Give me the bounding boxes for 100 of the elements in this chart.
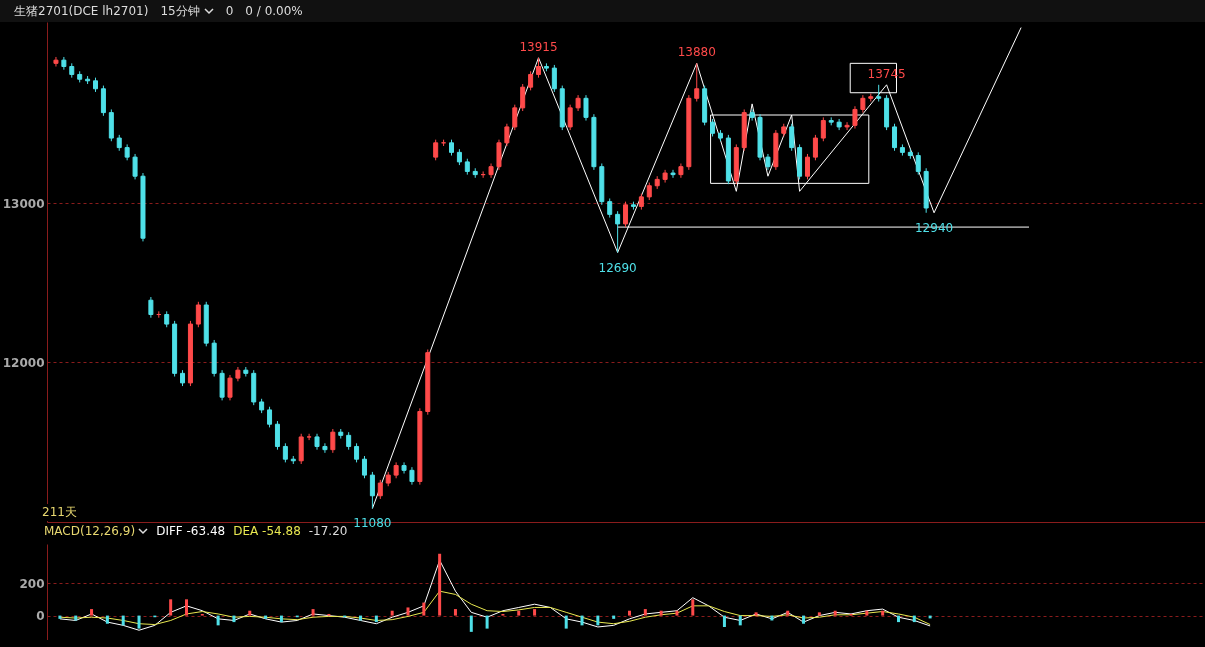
bar xyxy=(517,610,521,616)
candlestick xyxy=(789,123,795,152)
bar xyxy=(675,610,679,616)
chart-title: 生猪2701(DCE lh2701) xyxy=(14,2,149,20)
bar xyxy=(121,615,125,626)
candlestick xyxy=(551,64,557,93)
candlestick xyxy=(607,197,613,219)
candlestick xyxy=(354,442,360,463)
candlestick xyxy=(219,369,225,401)
bar xyxy=(912,615,916,623)
candlestick xyxy=(148,296,154,319)
candlestick xyxy=(377,479,383,500)
candlestick xyxy=(361,455,367,479)
text: 0 / 0.00% xyxy=(245,4,303,18)
candlestick xyxy=(812,134,818,161)
candlestick xyxy=(322,442,328,454)
bar xyxy=(216,615,220,626)
chart-subtitle: 15分钟 xyxy=(160,2,201,20)
line-series xyxy=(59,590,931,626)
bar xyxy=(659,610,663,616)
bar xyxy=(58,615,62,619)
chart-title: MACD(12,26,9) xyxy=(44,524,137,538)
candlestick xyxy=(282,442,288,463)
bar xyxy=(722,615,726,627)
candlestick xyxy=(892,123,898,152)
bar xyxy=(232,615,236,623)
bar xyxy=(406,607,410,616)
candlestick xyxy=(433,139,439,161)
bar xyxy=(105,615,109,624)
candlestick xyxy=(805,153,810,180)
candlestick xyxy=(670,169,676,179)
bar xyxy=(374,615,378,623)
bar xyxy=(802,615,806,624)
candlestick xyxy=(615,210,621,254)
bar xyxy=(390,610,394,616)
candlestick xyxy=(694,62,700,102)
bar xyxy=(311,609,315,616)
candlestick xyxy=(836,118,842,131)
candlestick xyxy=(267,406,273,428)
bar xyxy=(881,610,885,616)
candlestick xyxy=(195,301,201,328)
candlestick xyxy=(528,70,534,91)
candlestick xyxy=(100,85,106,117)
bar xyxy=(580,615,584,626)
bar xyxy=(279,615,283,623)
bar xyxy=(184,599,188,616)
bar xyxy=(817,612,821,616)
bar xyxy=(896,615,900,623)
candlestick xyxy=(536,57,542,79)
bar xyxy=(754,612,758,616)
bar xyxy=(738,615,742,626)
candlestick xyxy=(567,104,573,131)
candlestick xyxy=(623,201,629,228)
bar xyxy=(422,602,426,616)
candlestick xyxy=(401,461,407,475)
candlestick xyxy=(298,433,304,465)
candlestick xyxy=(227,374,233,401)
bar xyxy=(691,599,695,616)
bar xyxy=(438,553,442,616)
annotation: 211天 xyxy=(42,504,77,521)
bar xyxy=(596,615,600,626)
text: -17.20 xyxy=(308,524,348,538)
text: DIFF -63.48 xyxy=(156,524,226,538)
bar xyxy=(469,615,473,632)
bar xyxy=(485,615,489,629)
candlestick xyxy=(844,121,850,131)
candlestick xyxy=(61,56,67,71)
bar xyxy=(865,610,869,616)
candlestick xyxy=(749,108,755,122)
bar xyxy=(628,610,631,616)
bar xyxy=(643,609,647,616)
data-label: 12690 xyxy=(598,260,637,275)
bar xyxy=(453,609,457,616)
bar xyxy=(533,609,537,616)
bar xyxy=(90,609,94,616)
candlestick xyxy=(520,83,526,112)
candlestick xyxy=(274,420,280,451)
candlestick xyxy=(820,116,826,142)
candlestick xyxy=(330,428,336,454)
bar xyxy=(564,615,568,629)
bar xyxy=(264,615,268,619)
candlestick xyxy=(132,153,138,180)
candlestick xyxy=(915,151,921,176)
y-tick-label: 200 xyxy=(19,576,45,591)
y-tick-label: 13000 xyxy=(2,196,45,211)
data-label: 13915 xyxy=(519,39,558,54)
candlestick xyxy=(504,123,510,147)
candlestick xyxy=(583,94,589,122)
candlestick xyxy=(53,56,59,68)
data-label: 13880 xyxy=(677,45,716,60)
candlestick xyxy=(852,105,858,130)
candlestick xyxy=(496,139,502,171)
bar xyxy=(786,610,790,616)
candlestick xyxy=(369,471,375,509)
bar xyxy=(137,615,141,629)
text: 0 xyxy=(225,4,234,18)
candlestick xyxy=(306,433,312,441)
candlestick xyxy=(512,104,518,131)
bar xyxy=(169,599,173,616)
y-tick-label: 12000 xyxy=(2,355,45,370)
